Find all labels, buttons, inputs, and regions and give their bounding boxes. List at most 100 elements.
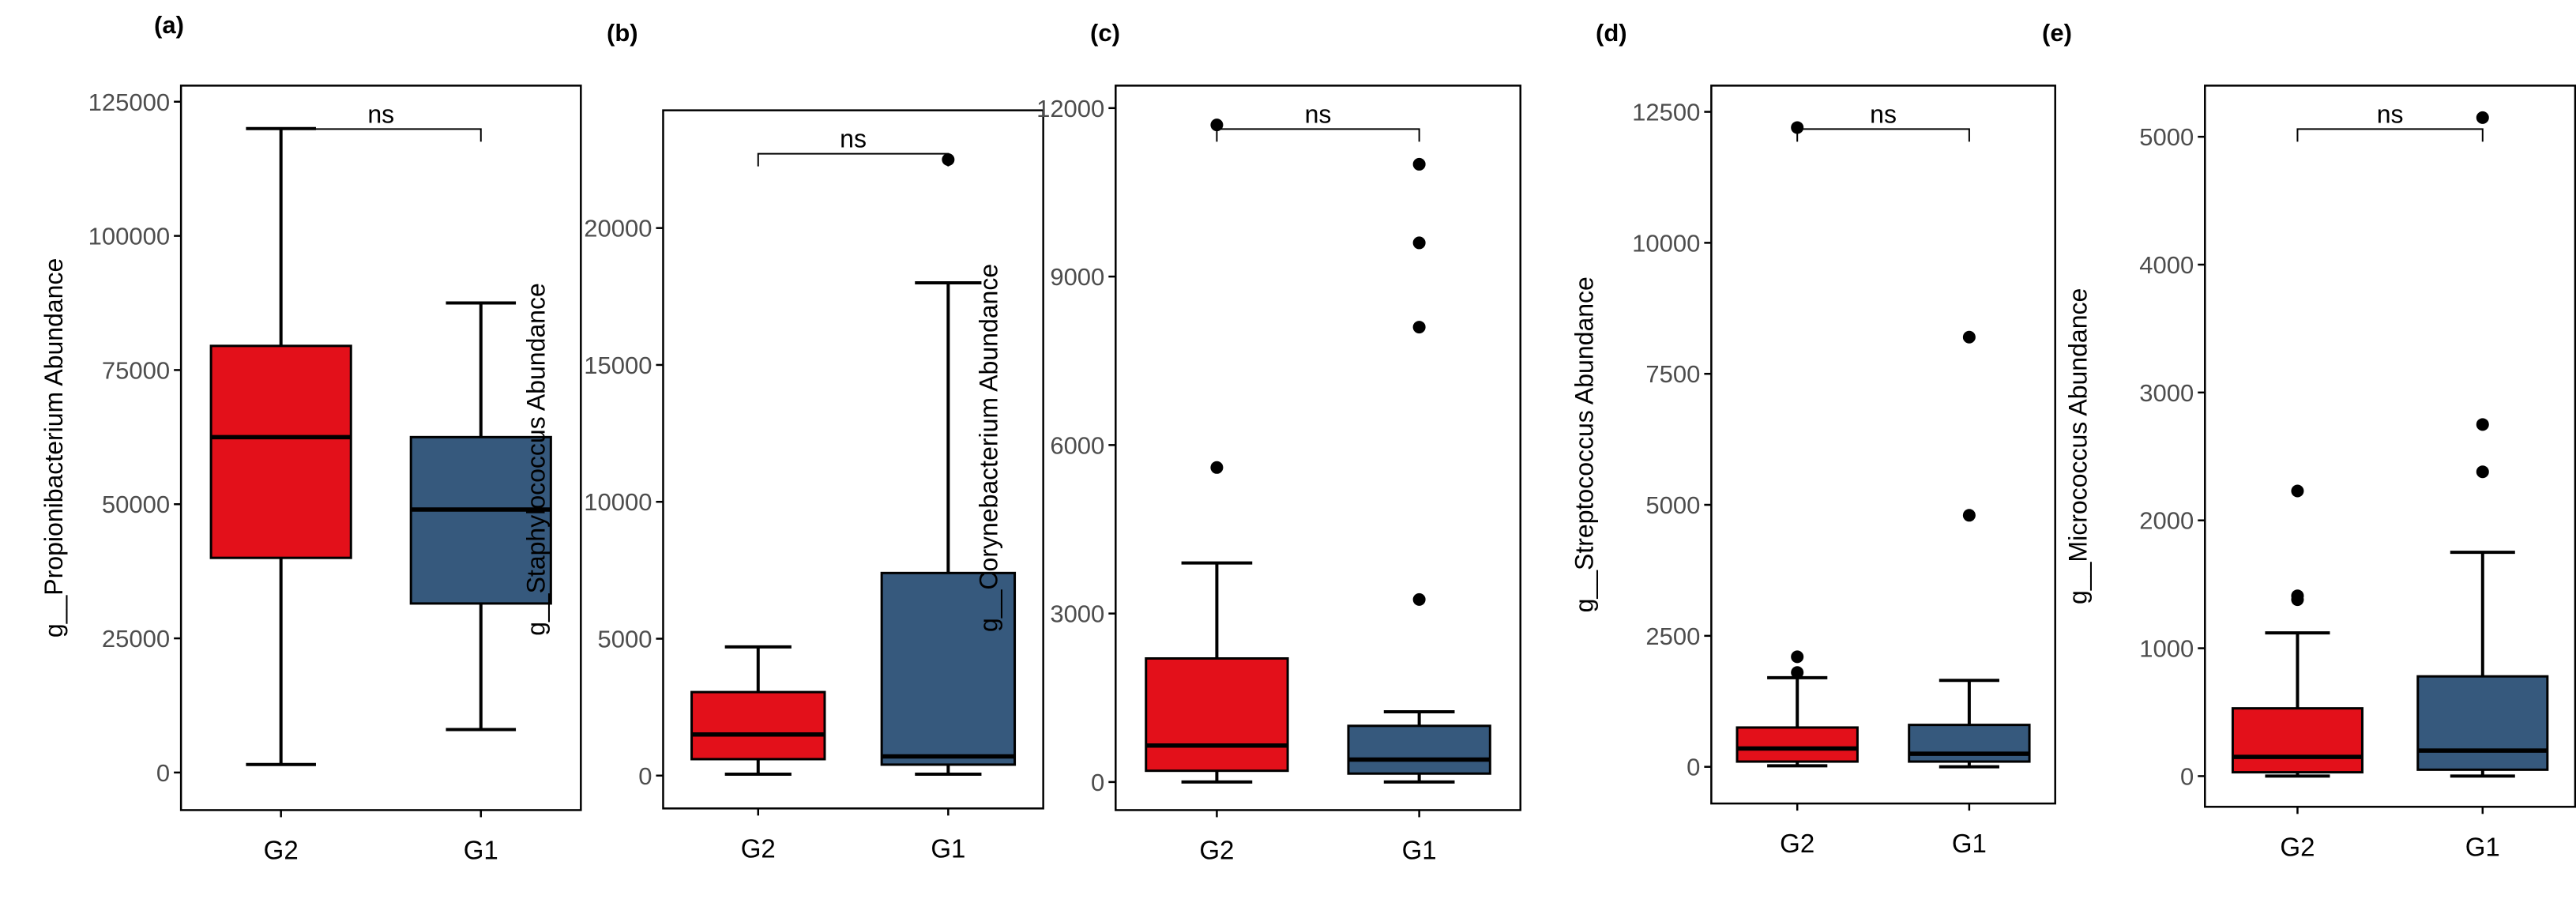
y-axis-label: g__Micrococcus Abundance [2063, 288, 2092, 604]
iqr-box [2416, 675, 2549, 771]
panel-label: (e) [2042, 19, 2072, 47]
y-axis-label: g__Propionibacterium Abundance [39, 258, 68, 638]
panel-label: (c) [1090, 19, 1120, 47]
x-tick-label: G2 [1199, 835, 1234, 864]
box-g1 [1908, 330, 2031, 769]
iqr-box [2231, 707, 2364, 774]
y-axis-label: g__Staphylococcus Abundance [521, 283, 550, 636]
outlier-point [1412, 157, 1426, 171]
y-tick-label: 50000 [102, 491, 170, 518]
outlier-point [2476, 465, 2489, 479]
panel-label: (d) [1596, 19, 1627, 47]
y-axis-label: g__Streptococcus Abundance [1570, 276, 1598, 612]
outlier-point [1210, 118, 1224, 132]
box-g2 [209, 126, 352, 766]
significance-bracket [2296, 128, 2484, 142]
plot-frame [1115, 85, 1521, 811]
box-g1 [409, 301, 552, 732]
x-tick-label: G2 [741, 833, 776, 863]
y-tick-label: 7500 [1645, 360, 1700, 388]
iqr-box [209, 344, 352, 559]
y-tick-label: 5000 [2139, 123, 2194, 151]
x-tick-label: G2 [1780, 829, 1814, 858]
outlier-point [1791, 650, 1804, 664]
box-g2 [690, 645, 826, 777]
box-g1 [2416, 111, 2549, 778]
panel-a: (a) 0 25000 50000 75000 100000 125000 g__Propio… [39, 11, 582, 864]
iqr-box [690, 690, 826, 761]
x-tick-label: G2 [264, 835, 299, 864]
significance-bracket [1796, 128, 1970, 142]
y-tick-label: 100000 [88, 223, 170, 250]
y-tick-label: 0 [1091, 769, 1104, 796]
x-tick-label: G1 [2465, 832, 2500, 861]
significance-label: ns [2377, 100, 2404, 128]
plot-frame [2204, 85, 2576, 808]
y-tick-label: 125000 [88, 88, 170, 116]
y-tick-label: 0 [1687, 754, 1700, 781]
y-tick-label: 0 [2180, 762, 2194, 790]
panel-c: (c) 0 3000 6000 9000 12000 g__Corynebacterium … [974, 19, 1521, 864]
x-tick-label: G1 [1402, 835, 1437, 864]
outlier-point [1962, 330, 1976, 344]
y-tick-label: 6000 [1050, 431, 1104, 459]
y-tick-label: 10000 [1632, 229, 1700, 257]
panel-b: (b) 0 5000 10000 15000 20000 g__Staphylococcus… [521, 19, 1044, 863]
outlier-point [1962, 509, 1976, 522]
iqr-box [880, 571, 1017, 766]
y-tick-label: 0 [156, 759, 170, 787]
significance-bracket [280, 128, 482, 142]
outlier-point [1210, 461, 1224, 474]
y-tick-label: 25000 [102, 625, 170, 653]
significance-label: ns [367, 100, 394, 128]
outlier-point [1412, 236, 1426, 250]
box-g1 [1347, 157, 1491, 784]
y-tick-label: 1000 [2139, 635, 2194, 663]
y-tick-label: 3000 [2139, 379, 2194, 407]
iqr-box [1347, 724, 1491, 775]
outlier-point [1791, 121, 1804, 134]
box-g2 [1145, 118, 1289, 784]
iqr-box [1145, 657, 1289, 773]
plot-frame [1710, 85, 2056, 805]
x-tick-label: G1 [931, 833, 965, 863]
y-tick-label: 4000 [2139, 251, 2194, 279]
y-tick-label: 75000 [102, 356, 170, 384]
y-axis-label: g__Corynebacterium Abundance [974, 264, 1002, 632]
y-tick-label: 2500 [1645, 623, 1700, 650]
y-tick-label: 20000 [584, 215, 652, 243]
x-tick-label: G1 [1952, 829, 1987, 858]
outlier-point [2291, 589, 2304, 603]
y-tick-label: 5000 [597, 626, 652, 653]
significance-bracket [757, 152, 950, 167]
box-g2 [1736, 121, 1859, 768]
panel-label: (b) [607, 19, 638, 47]
box-g1 [880, 153, 1017, 777]
iqr-box [1736, 726, 1859, 763]
outlier-point [2476, 111, 2489, 124]
outlier-point [1412, 321, 1426, 334]
panel-label: (a) [154, 11, 184, 39]
y-tick-label: 12500 [1632, 99, 1700, 126]
significance-bracket [1216, 128, 1420, 142]
y-tick-label: 12000 [1036, 95, 1104, 122]
iqr-box [1908, 724, 2031, 763]
plot-frame [179, 85, 582, 811]
panel-e: (e) 0 1000 2000 3000 4000 5000 g__Micrococcus A… [2042, 19, 2576, 861]
y-tick-label: 10000 [584, 488, 652, 516]
x-tick-label: G2 [2280, 832, 2315, 861]
significance-label: ns [1305, 100, 1332, 128]
outlier-point [2476, 418, 2489, 431]
x-tick-label: G1 [464, 835, 498, 864]
y-tick-label: 0 [638, 762, 652, 790]
significance-label: ns [840, 125, 867, 153]
outlier-point [2291, 484, 2304, 498]
box-g2 [2231, 484, 2364, 778]
significance-label: ns [1870, 100, 1897, 128]
y-tick-label: 15000 [584, 352, 652, 379]
iqr-box [409, 435, 552, 605]
outlier-point [1412, 592, 1426, 606]
y-tick-label: 9000 [1050, 263, 1104, 291]
y-tick-label: 2000 [2139, 507, 2194, 535]
